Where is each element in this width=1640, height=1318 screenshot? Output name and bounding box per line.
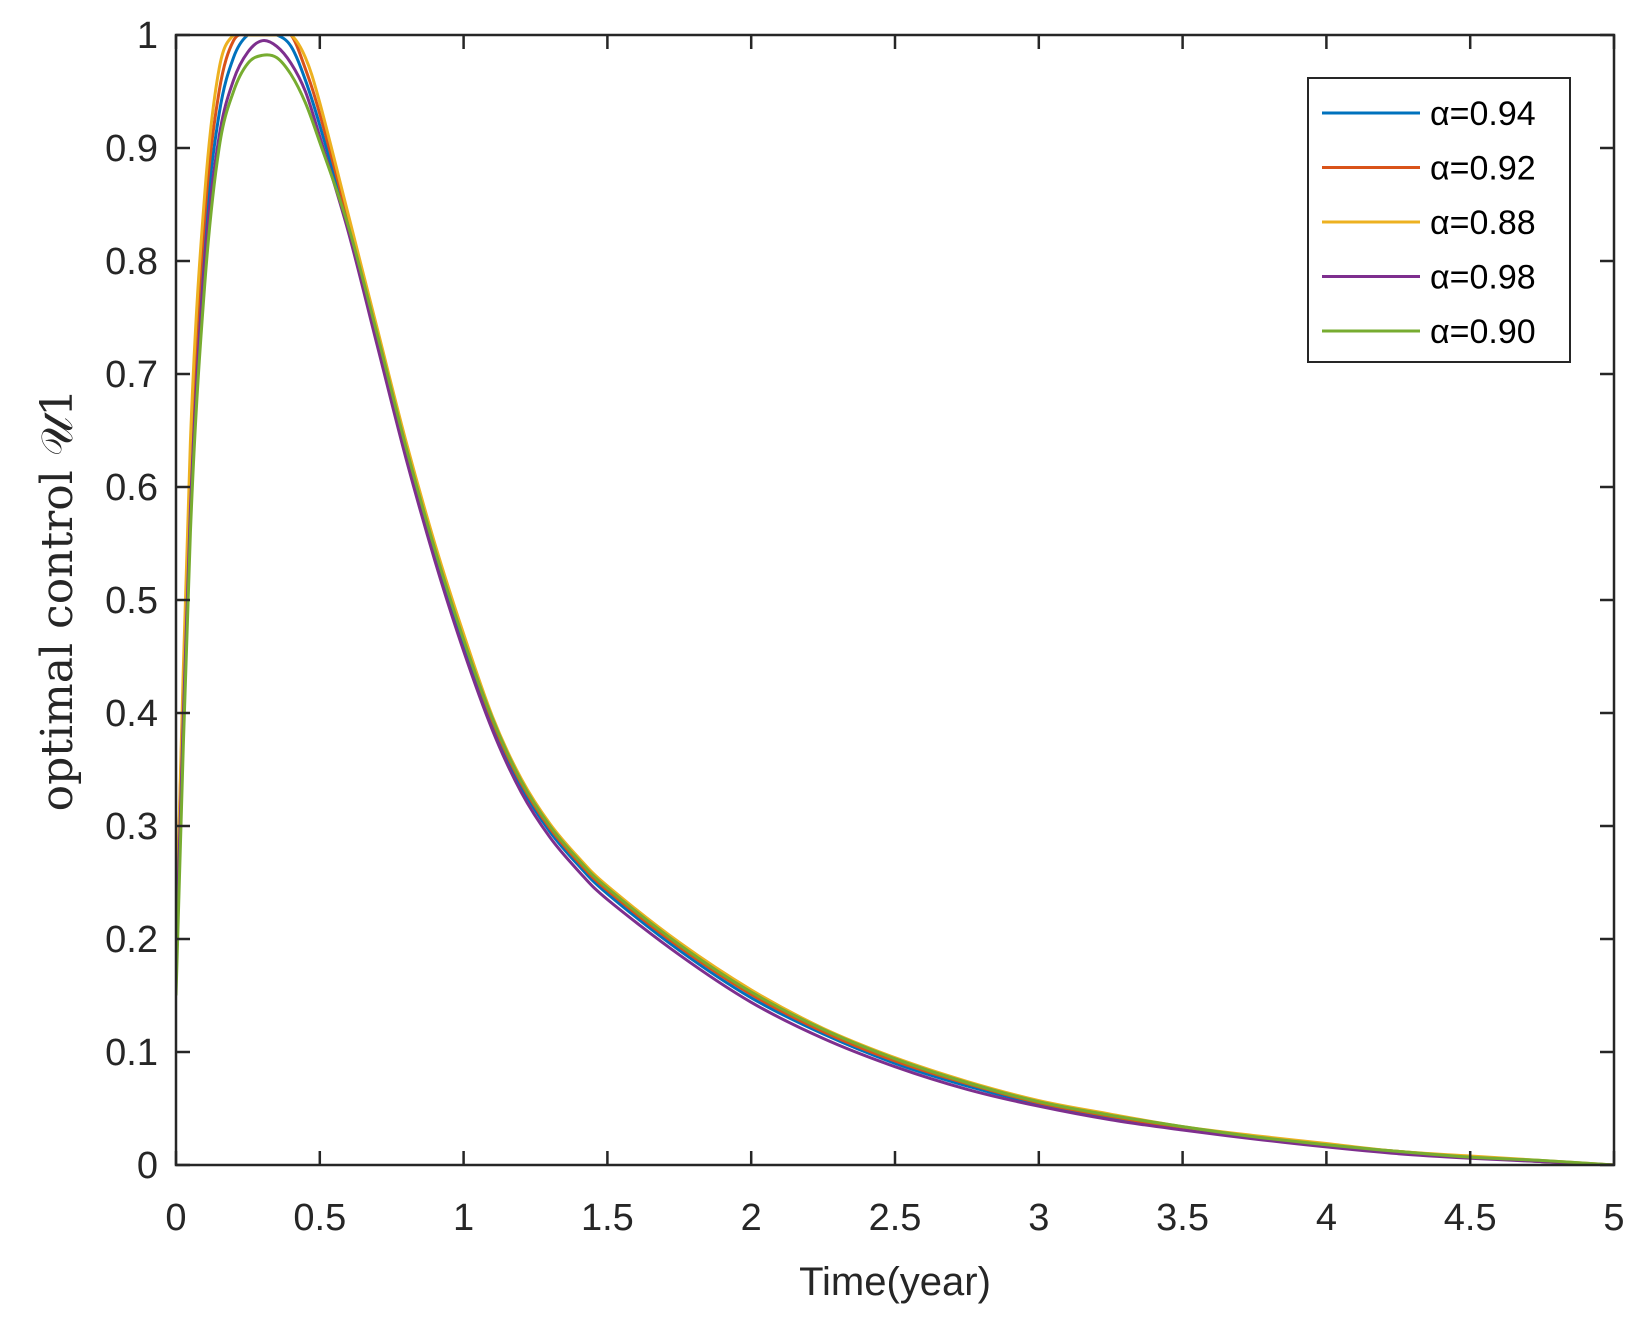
x-tick-label: 5 xyxy=(1603,1197,1624,1239)
y-tick-label: 0.2 xyxy=(105,919,158,961)
series-line-4 xyxy=(176,53,1614,1165)
x-tick-label: 3.5 xyxy=(1156,1197,1209,1239)
legend-label: α=0.88 xyxy=(1430,204,1536,242)
y-axis-title: optimal control 𝒰1 xyxy=(32,389,83,812)
x-tick-label: 1 xyxy=(453,1197,474,1239)
legend-box xyxy=(1307,77,1571,363)
legend-items: α=0.94 α=0.92 α=0.88 α=0.98 α=0.90 xyxy=(1322,95,1536,351)
plot-area-frame xyxy=(174,33,1616,1167)
x-tick-labels: 0 0.5 1 1.5 2 2.5 3 3.5 4 4.5 5 xyxy=(165,1197,1624,1239)
legend-label: α=0.90 xyxy=(1430,313,1536,351)
x-tick-label: 2.5 xyxy=(869,1197,922,1239)
y-tick-label: 0.3 xyxy=(105,806,158,848)
series-line-3 xyxy=(176,39,1614,1165)
x-tick-label: 1.5 xyxy=(581,1197,634,1239)
y-tick-label: 0.7 xyxy=(105,354,158,396)
y-tick-label: 0.4 xyxy=(105,693,158,735)
y-tick-label: 1 xyxy=(137,15,158,57)
y-tick-label: 0.9 xyxy=(105,128,158,170)
y-tick-label: 0.1 xyxy=(105,1032,158,1074)
y-tick-label: 0.6 xyxy=(105,467,158,509)
x-axis-title: Time(year) xyxy=(799,1260,991,1304)
x-tick-label: 0.5 xyxy=(293,1197,346,1239)
x-tick-label: 0 xyxy=(165,1197,186,1239)
x-tick-label: 3 xyxy=(1028,1197,1049,1239)
x-tick-label: 2 xyxy=(741,1197,762,1239)
legend-label: α=0.94 xyxy=(1430,95,1536,133)
y-tick-labels: 0 0.1 0.2 0.3 0.4 0.5 0.6 0.7 0.8 0.9 1 xyxy=(105,15,158,1187)
x-tick-label: 4 xyxy=(1316,1197,1337,1239)
y-tick-label: 0.8 xyxy=(105,241,158,283)
legend: α=0.94 α=0.92 α=0.88 α=0.98 α=0.90 xyxy=(1307,77,1571,363)
legend-label: α=0.92 xyxy=(1430,150,1536,188)
x-tick-label: 4.5 xyxy=(1444,1197,1497,1239)
legend-label: α=0.98 xyxy=(1430,259,1536,297)
y-tick-label: 0 xyxy=(137,1145,158,1187)
y-tick-label: 0.5 xyxy=(105,580,158,622)
